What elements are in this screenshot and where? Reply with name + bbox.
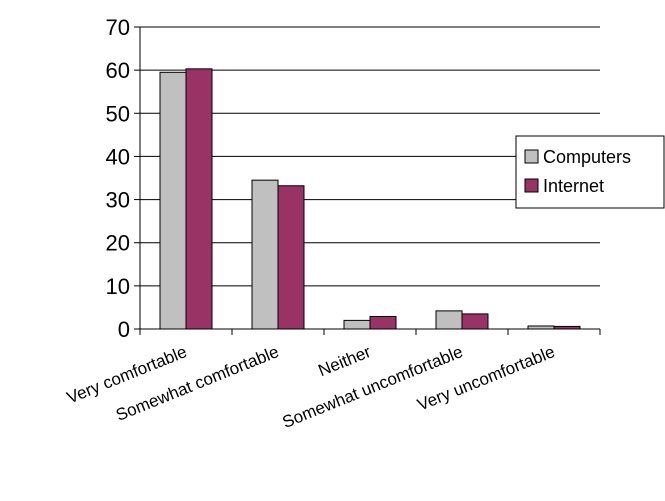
bar-computers-0	[159, 71, 187, 330]
bar-internet-1	[277, 185, 305, 330]
legend-box	[515, 135, 665, 209]
bar-computers-1	[251, 179, 279, 330]
legend: Computers Internet	[515, 135, 665, 209]
x-category-label: Somewhat comfortable	[113, 342, 281, 425]
y-tick-label: 20	[106, 231, 130, 256]
y-tick-label: 30	[106, 188, 130, 213]
y-tick-label: 60	[106, 58, 130, 83]
legend-label-computers: Computers	[543, 147, 631, 167]
bar-internet-3	[461, 313, 489, 330]
y-tick-label: 40	[106, 144, 130, 169]
y-tick-label: 50	[106, 101, 130, 126]
legend-label-internet: Internet	[543, 176, 604, 196]
y-tick-label: 10	[106, 274, 130, 299]
axes	[134, 26, 601, 335]
y-tick-label: 70	[106, 15, 130, 40]
legend-swatch-internet	[524, 178, 539, 193]
y-tick-label: 0	[118, 317, 130, 342]
x-category-label: Neither	[316, 342, 374, 380]
y-axis-ticks: 0 10 20 30 40 50 60 70	[106, 15, 130, 342]
gridlines	[140, 26, 600, 287]
bar-internet-2	[369, 315, 397, 330]
bar-computers-2	[343, 319, 371, 330]
bar-internet-0	[185, 68, 213, 330]
legend-swatch-computers	[524, 149, 539, 164]
bar-computers-3	[435, 310, 463, 330]
